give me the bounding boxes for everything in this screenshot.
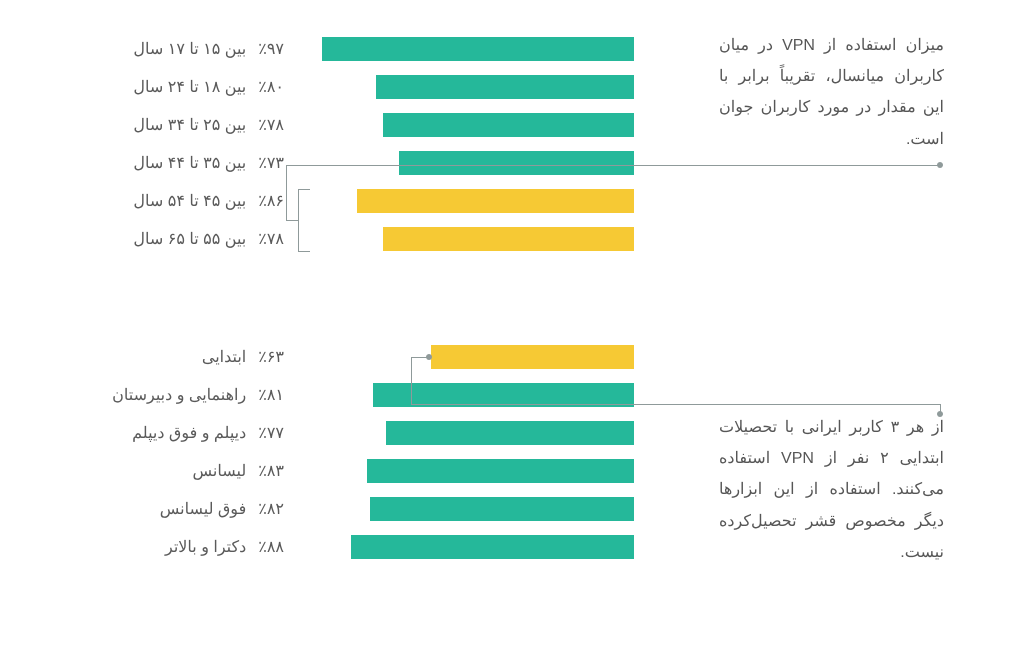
bar [386, 421, 634, 445]
bar-label-row: ٪۸۱ راهنمایی و دبیرستان [80, 376, 284, 414]
bar-label-row: ٪۷۳ بین ۳۵ تا ۴۴ سال [80, 144, 284, 182]
bar-percent: ٪۸۶ [258, 191, 284, 211]
bar-category: بین ۱۵ تا ۱۷ سال [133, 39, 246, 59]
bar [351, 535, 634, 559]
callout-segment [298, 189, 310, 190]
bar-label-row: ٪۷۷ دیپلم و فوق دیپلم [80, 414, 284, 452]
bar [370, 497, 634, 521]
callout-dot [937, 162, 943, 168]
bar-label-row: ٪۶۳ ابتدایی [80, 338, 284, 376]
bar-percent: ٪۸۳ [258, 461, 284, 481]
bar-category: دیپلم و فوق دیپلم [132, 423, 246, 443]
bar-percent: ٪۸۱ [258, 385, 284, 405]
chart-education: از هر ۳ کاربر ایرانی با تحصیلات ابتدایی … [40, 338, 984, 628]
callout-segment [286, 220, 298, 221]
bar-category: راهنمایی و دبیرستان [112, 385, 246, 405]
bar-label-row: ٪۸۶ بین ۴۵ تا ۵۴ سال [80, 182, 284, 220]
bar-label-row: ٪۷۸ بین ۲۵ تا ۳۴ سال [80, 106, 284, 144]
bar [383, 227, 634, 251]
bar-row [312, 220, 634, 258]
bar-category: بین ۴۵ تا ۵۴ سال [133, 191, 246, 211]
bar [399, 151, 634, 175]
bar-percent: ٪۸۲ [258, 499, 284, 519]
bar-category: لیسانس [193, 461, 247, 481]
bar-area-education [312, 338, 634, 566]
callout-segment [298, 189, 299, 251]
bar-row [312, 376, 634, 414]
callout-dot [937, 411, 943, 417]
bar-labels-education: ٪۶۳ ابتدایی ٪۸۱ راهنمایی و دبیرستان ٪۷۷ دیپلم… [80, 338, 284, 566]
bar-row [312, 452, 634, 490]
bar [383, 113, 634, 137]
bar-row [312, 338, 634, 376]
bar-percent: ٪۹۷ [258, 39, 284, 59]
bar [431, 345, 634, 369]
bar-row [312, 414, 634, 452]
callout-segment [411, 404, 940, 405]
bar-category: بین ۳۵ تا ۴۴ سال [133, 153, 246, 173]
bar-row [312, 144, 634, 182]
callout-segment [286, 165, 287, 220]
bar-label-row: ٪۷۸ بین ۵۵ تا ۶۵ سال [80, 220, 284, 258]
bar-label-row: ٪۸۸ دکترا و بالاتر [80, 528, 284, 566]
bar-label-row: ٪۸۰ بین ۱۸ تا ۲۴ سال [80, 68, 284, 106]
callout-segment [411, 357, 412, 404]
bar-percent: ٪۷۸ [258, 115, 284, 135]
chart-age: میزان استفاده از VPN در میان کاربران میا… [40, 30, 984, 290]
bar-category: دکترا و بالاتر [165, 537, 246, 557]
bar-category: فوق لیسانس [160, 499, 246, 519]
description-education: از هر ۳ کاربر ایرانی با تحصیلات ابتدایی … [719, 412, 944, 568]
bar-percent: ٪۷۳ [258, 153, 284, 173]
bar-label-row: ٪۹۷ بین ۱۵ تا ۱۷ سال [80, 30, 284, 68]
bar-label-row: ٪۸۲ فوق لیسانس [80, 490, 284, 528]
bar [367, 459, 634, 483]
bar-area-age [312, 30, 634, 258]
bar [357, 189, 634, 213]
bar-row [312, 528, 634, 566]
bar [376, 75, 634, 99]
bar-percent: ٪۷۸ [258, 229, 284, 249]
bar-row [312, 68, 634, 106]
description-age: میزان استفاده از VPN در میان کاربران میا… [719, 30, 944, 155]
bar-category: بین ۵۵ تا ۶۵ سال [133, 229, 246, 249]
bar-category: بین ۱۸ تا ۲۴ سال [133, 77, 246, 97]
callout-segment [286, 165, 940, 166]
bar-row [312, 106, 634, 144]
bar-category: ابتدایی [202, 347, 246, 367]
bar-percent: ٪۶۳ [258, 347, 284, 367]
bar-row [312, 182, 634, 220]
bar-row [312, 30, 634, 68]
bar-row [312, 490, 634, 528]
callout-segment [298, 251, 310, 252]
bar-percent: ٪۸۰ [258, 77, 284, 97]
bar [322, 37, 634, 61]
bar-label-row: ٪۸۳ لیسانس [80, 452, 284, 490]
bar-percent: ٪۷۷ [258, 423, 284, 443]
bar-percent: ٪۸۸ [258, 537, 284, 557]
bar-labels-age: ٪۹۷ بین ۱۵ تا ۱۷ سال ٪۸۰ بین ۱۸ تا ۲۴ سال ٪۷… [80, 30, 284, 258]
bar-category: بین ۲۵ تا ۳۴ سال [133, 115, 246, 135]
infographic-page: میزان استفاده از VPN در میان کاربران میا… [0, 0, 1024, 652]
